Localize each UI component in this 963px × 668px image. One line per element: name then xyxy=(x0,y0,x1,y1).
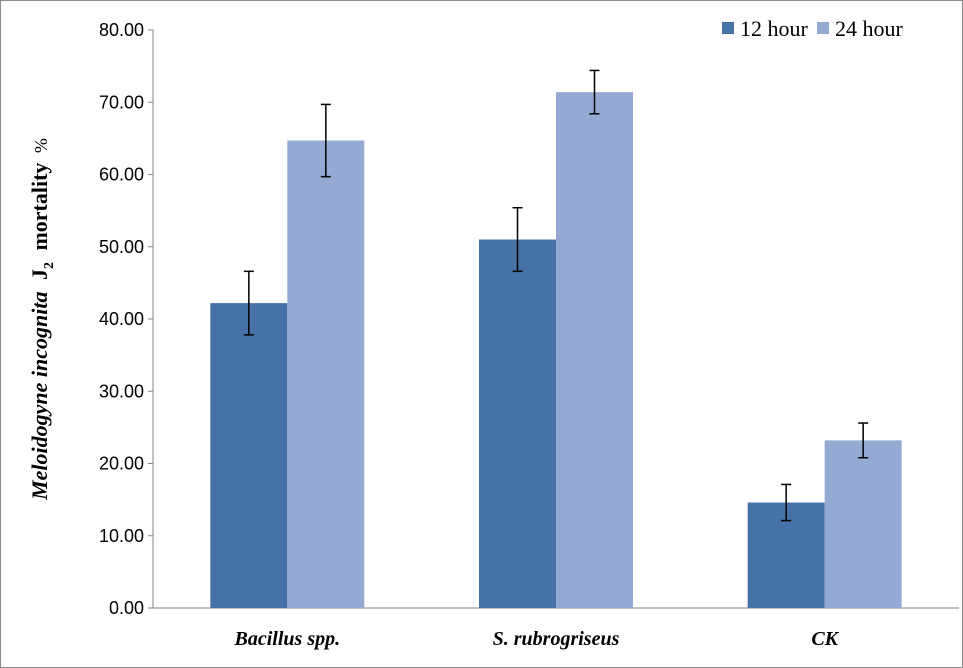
y-axis-label: Meloidogyne incognita J2 mortality % xyxy=(27,138,58,501)
x-tick-labels: Bacillus spp. S. rubrogriseus CK xyxy=(234,628,840,650)
x-tick-label: CK xyxy=(811,628,839,650)
bar-12-hour-1 xyxy=(479,239,556,608)
bar-24-hour-1 xyxy=(556,92,633,608)
y-tick-label: 0.00 xyxy=(109,598,144,618)
legend-label-1: 24 hour xyxy=(835,16,904,41)
legend-label-0: 12 hour xyxy=(740,16,809,41)
y-tick-label: 40.00 xyxy=(99,309,144,329)
bars xyxy=(210,92,902,609)
x-tick-label: S. rubrogriseus xyxy=(493,628,620,650)
y-tick-label: 60.00 xyxy=(99,165,144,185)
bar-24-hour-2 xyxy=(824,440,902,608)
legend-swatch-0 xyxy=(722,22,734,34)
y-tick-label: 80.00 xyxy=(99,20,144,40)
legend: 12 hour 24 hour xyxy=(722,16,904,41)
error-bars xyxy=(243,69,869,522)
bar-24-hour-0 xyxy=(287,140,365,609)
y-tick-label: 70.00 xyxy=(99,92,144,112)
bar-12-hour-0 xyxy=(210,303,288,608)
y-axis-label-stage: J xyxy=(27,269,52,280)
x-tick-label: Bacillus spp. xyxy=(234,628,341,650)
y-ticks: 0.00 10.00 20.00 30.00 40.00 50.00 60.00 70.00 8… xyxy=(99,20,153,618)
y-axis-label-species: Meloidogyne incognita xyxy=(27,292,52,501)
y-axis-label-subscript: 2 xyxy=(42,262,57,269)
legend-swatch-1 xyxy=(817,22,829,34)
y-axis-label-unit: % xyxy=(31,138,51,153)
y-tick-label: 30.00 xyxy=(99,381,144,401)
y-axis-label-measure: mortality xyxy=(27,163,52,251)
y-tick-label: 20.00 xyxy=(99,454,144,474)
y-tick-label: 50.00 xyxy=(99,237,144,257)
y-tick-label: 10.00 xyxy=(99,526,144,546)
